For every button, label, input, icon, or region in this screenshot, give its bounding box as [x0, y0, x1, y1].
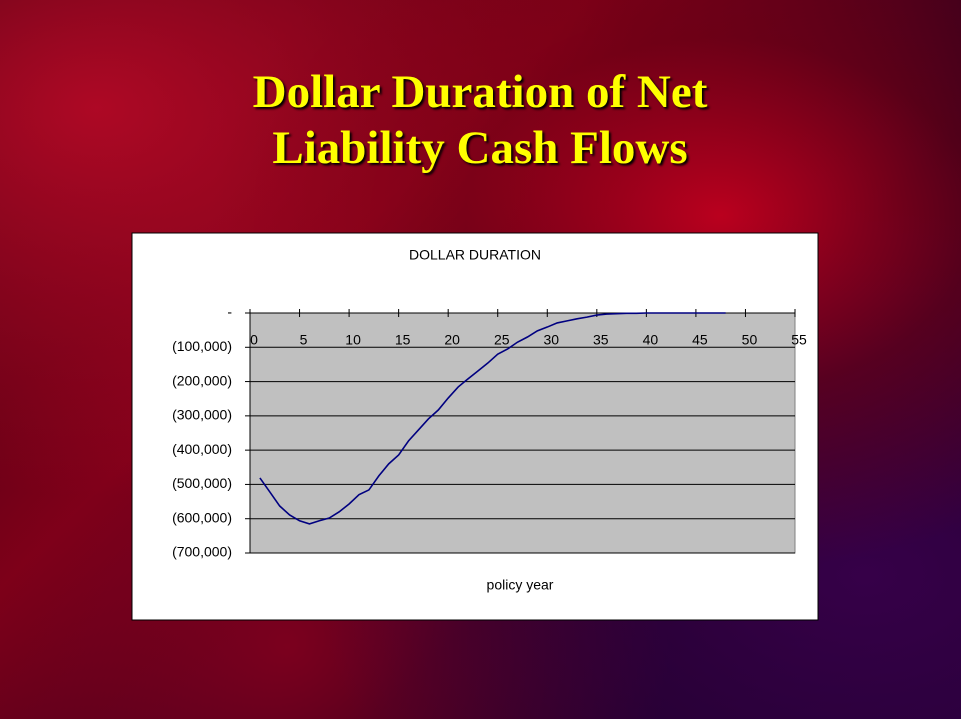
x-tick-label: 25: [494, 332, 510, 348]
slide-title: Dollar Duration of Net Liability Cash Fl…: [252, 66, 708, 174]
x-tick-label: 30: [543, 332, 559, 348]
y-tick-label: (100,000): [172, 338, 232, 354]
y-tick-label: -: [227, 304, 232, 320]
x-tick-label: 45: [692, 332, 708, 348]
x-tick-label: 50: [742, 332, 758, 348]
x-tick-label: 20: [444, 332, 460, 348]
x-axis-label: policy year: [487, 577, 554, 593]
x-tick-label: 35: [593, 332, 609, 348]
y-tick-label: (500,000): [172, 475, 232, 491]
x-tick-label: 55: [791, 332, 807, 348]
y-tick-label: (400,000): [172, 441, 232, 457]
x-tick-label: 15: [395, 332, 411, 348]
x-tick-label: 0: [250, 332, 258, 348]
data-line: [259, 312, 726, 525]
y-tick-label: (700,000): [172, 544, 232, 560]
y-tick-label: (200,000): [172, 372, 232, 388]
y-tick-label: (600,000): [172, 509, 232, 525]
y-tick-label: (300,000): [172, 407, 232, 423]
plot-area: [249, 312, 796, 554]
x-tick-label: 5: [300, 332, 308, 348]
x-tick-label: 40: [643, 332, 659, 348]
x-tick-label: 10: [345, 332, 361, 348]
chart-title: DOLLAR DURATION: [409, 247, 541, 263]
